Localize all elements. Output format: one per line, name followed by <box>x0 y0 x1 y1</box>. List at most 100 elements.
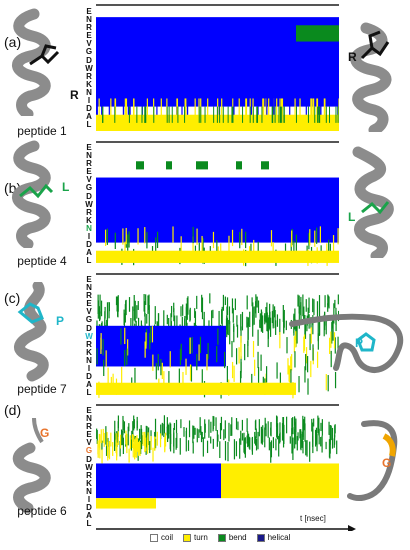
residue-label: K <box>86 215 92 225</box>
residue-label: R <box>86 291 92 301</box>
residue-label: G <box>85 446 93 456</box>
mutation-label-right: L <box>348 210 356 224</box>
peptide-label: peptide 7 <box>17 382 67 396</box>
white-swatch-icon <box>150 533 158 542</box>
blue-swatch-icon <box>256 533 265 542</box>
panel-letter: (c) <box>4 290 21 306</box>
residue-label: E <box>86 406 92 415</box>
secondary-structure-plot <box>96 9 339 131</box>
residue-label: D <box>86 104 92 114</box>
panel-separator <box>96 404 339 406</box>
time-axis-arrow <box>96 525 356 531</box>
residue-label: N <box>86 283 92 293</box>
residue-label: N <box>86 486 92 496</box>
residue-label: N <box>86 15 92 25</box>
residue-label: E <box>86 7 92 16</box>
helix-right-icon <box>352 146 394 258</box>
loop-right-icon <box>289 313 404 373</box>
residue-label: N <box>86 414 92 424</box>
secondary-structure-plot <box>96 408 339 512</box>
panel-letter: (d) <box>4 402 22 418</box>
mutation-label: P <box>56 314 65 328</box>
residue-label: V <box>86 307 92 317</box>
residue-label: A <box>86 380 92 390</box>
residue-label: K <box>86 347 92 357</box>
residue-label: R <box>86 422 92 432</box>
residue-label: L <box>86 519 92 529</box>
legend-item-turn: turn <box>183 533 208 542</box>
residue-label: D <box>86 372 92 382</box>
residue-label: E <box>86 299 92 309</box>
legend-item-helical: helical <box>256 533 290 542</box>
residue-label: D <box>86 55 92 65</box>
residue-label: R <box>86 470 92 480</box>
residue-label: R <box>86 207 92 217</box>
residue-label: D <box>86 503 92 513</box>
residue-label: D <box>86 454 92 464</box>
residue-label: G <box>85 47 93 57</box>
residue-label: G <box>85 315 93 325</box>
helix-left-icon <box>12 417 51 514</box>
residue-label: D <box>86 323 92 333</box>
residue-label: N <box>86 355 92 365</box>
residue-label: K <box>86 79 92 89</box>
residue-label: N <box>86 151 92 161</box>
residue-label: W <box>85 462 93 472</box>
residue-label: R <box>86 71 92 81</box>
residue-label: N <box>86 87 92 97</box>
residue-label: R <box>86 159 92 169</box>
residue-label: W <box>85 199 93 209</box>
residue-label: G <box>85 183 93 193</box>
residue-label: E <box>86 430 92 440</box>
helix-left-icon <box>12 140 54 248</box>
residue-label: V <box>86 39 92 49</box>
secondary-structure-plot <box>96 277 339 399</box>
residue-label: A <box>86 112 92 122</box>
residue-label: W <box>85 63 93 73</box>
residue-label: N <box>86 223 92 233</box>
legend-item-bend: bend <box>217 533 247 542</box>
green-swatch-icon <box>217 533 226 542</box>
helix-left-icon <box>12 8 60 116</box>
residue-label: D <box>86 240 92 250</box>
residue-label: R <box>86 23 92 33</box>
helix-left-icon <box>14 282 49 382</box>
residue-label: E <box>86 143 92 152</box>
mutation-label-right: R <box>348 50 357 64</box>
residue-label: L <box>86 388 92 398</box>
legend: coil turn bend helical <box>150 533 290 542</box>
residue-label: L <box>86 120 92 130</box>
peptide-label: peptide 4 <box>17 254 67 268</box>
panel-separator <box>96 4 339 6</box>
residue-label: D <box>86 191 92 201</box>
residue-label: A <box>86 248 92 258</box>
panel-letter: (a) <box>4 34 22 50</box>
panel-separator <box>96 141 339 143</box>
panel-separator <box>96 273 339 275</box>
mutation-label: G <box>40 426 50 440</box>
residue-label: E <box>86 167 92 177</box>
mutation-label: L <box>62 180 70 194</box>
residue-label: E <box>86 275 92 284</box>
residue-label: V <box>86 438 92 448</box>
legend-item-coil: coil <box>150 533 173 542</box>
residue-label: A <box>86 511 92 521</box>
mutation-label-right: P <box>355 336 364 350</box>
time-axis-label: t [nsec] <box>300 514 326 523</box>
residue-label: I <box>87 364 91 374</box>
loop-right-icon <box>347 420 398 501</box>
mutation-label: R <box>70 88 79 102</box>
yellow-swatch-icon <box>183 533 192 542</box>
residue-label: V <box>86 175 92 185</box>
residue-label: I <box>87 232 91 242</box>
residue-label: K <box>86 478 92 488</box>
residue-label: E <box>86 31 92 41</box>
